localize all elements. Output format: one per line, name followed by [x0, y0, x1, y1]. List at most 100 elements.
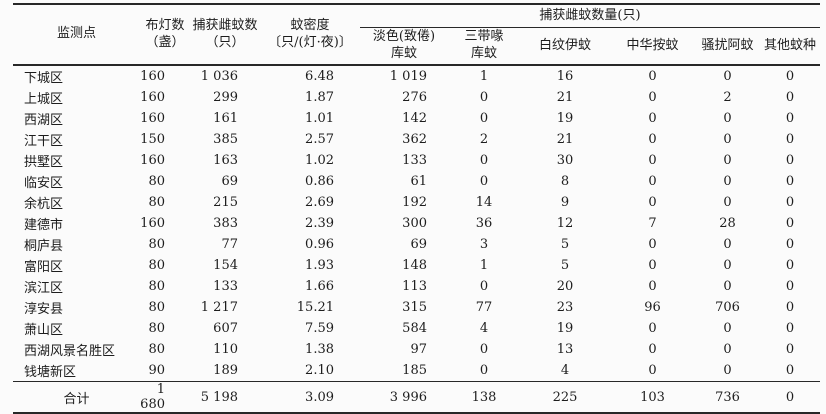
table-body: 下城区 160 1 036 6.48 1 019 1 16 0 0 0 上城区 160 299 1.87 2… [13, 65, 820, 382]
cell-anopheles-sinensis: 0 [648, 174, 657, 189]
cell-anopheles-sinensis: 0 [648, 237, 657, 252]
cell-armigeres-subalbatus: 0 [723, 195, 732, 210]
cell-lamp-count: 160 [140, 111, 165, 126]
table-header: 监测点 布灯数 （盏） 捕获雌蚊数 （只） 蚊密度 〔只/(灯·夜)〕 捕获雌蚊… [13, 4, 820, 66]
cell-monitoring-point: 钱塘新区 [24, 365, 77, 380]
sub-header-row: 淡色(致倦) 库蚊 三带喙 库蚊 白纹伊蚊 中华按蚊 骚扰阿蚊 其他蚊种 [13, 27, 820, 66]
column-header-culex-pipiens: 淡色(致倦) 库蚊 [360, 27, 448, 66]
cell-culex-tritaeniorhynchus: 1 [479, 69, 489, 84]
cell-mosquito-density: 0.96 [305, 237, 334, 252]
total-cell-lamp-count: 1 680 [140, 381, 190, 414]
cell-mosquito-density: 2.10 [305, 363, 334, 378]
total-cell-mosquito-density: 3.09 [260, 381, 360, 414]
cell-other-species: 0 [785, 216, 795, 231]
cell-lamp-count: 80 [148, 321, 165, 336]
cell-culex-pipiens: 192 [402, 195, 427, 210]
cell-culex-pipiens: 142 [402, 111, 427, 126]
cell-lamp-count: 150 [140, 132, 165, 147]
table-footer: 合计 1 680 5 198 3.09 3 996 138 225 103 736 0 [13, 381, 820, 414]
cell-monitoring-point: 拱墅区 [24, 155, 64, 170]
cell-culex-tritaeniorhynchus: 0 [479, 342, 489, 357]
total-cell-other-species: 0 [760, 381, 820, 414]
cell-aedes-albopictus: 5 [560, 258, 570, 273]
column-header-mosquito-density: 蚊密度 〔只/(灯·夜)〕 [260, 4, 360, 66]
cell-monitoring-point: 上城区 [24, 92, 64, 107]
column-header-armigeres-subalbatus: 骚扰阿蚊 [695, 27, 760, 66]
cell-anopheles-sinensis: 0 [648, 258, 657, 273]
cell-mosquito-density: 2.57 [305, 132, 334, 147]
cell-other-species: 0 [785, 174, 795, 189]
cell-culex-pipiens: 1 019 [389, 69, 427, 84]
group-header-row: 监测点 布灯数 （盏） 捕获雌蚊数 （只） 蚊密度 〔只/(灯·夜)〕 捕获雌蚊… [13, 4, 820, 66]
cell-lamp-count: 160 [140, 69, 165, 84]
cell-other-species: 0 [785, 321, 795, 336]
table-row: 淳安县 80 1 217 15.21 315 77 23 96 706 0 [13, 297, 820, 318]
cell-other-species: 0 [785, 237, 795, 252]
cell-armigeres-subalbatus: 0 [723, 111, 732, 126]
cell-other-species: 0 [785, 300, 795, 315]
cell-mosquito-density: 2.69 [305, 195, 334, 210]
cell-anopheles-sinensis: 0 [648, 279, 657, 294]
cell-aedes-albopictus: 16 [556, 69, 574, 84]
cell-other-species: 0 [785, 111, 795, 126]
cell-female-mosquitoes-caught: 385 [213, 132, 238, 147]
cell-anopheles-sinensis: 0 [648, 90, 657, 105]
cell-anopheles-sinensis: 0 [648, 111, 657, 126]
cell-other-species: 0 [785, 69, 795, 84]
cell-culex-tritaeniorhynchus: 77 [475, 300, 493, 315]
cell-mosquito-density: 2.39 [305, 216, 334, 231]
cell-monitoring-point: 滨江区 [24, 281, 64, 296]
table-row: 西湖区 160 161 1.01 142 0 19 0 0 0 [13, 108, 820, 129]
cell-armigeres-subalbatus: 0 [723, 237, 732, 252]
cell-culex-tritaeniorhynchus: 4 [479, 321, 489, 336]
total-cell-armigeres-subalbatus: 736 [695, 381, 760, 414]
cell-anopheles-sinensis: 7 [648, 216, 657, 231]
cell-aedes-albopictus: 13 [556, 342, 574, 357]
cell-culex-pipiens: 276 [402, 90, 427, 105]
column-header-aedes-albopictus: 白纹伊蚊 [520, 27, 610, 66]
column-header-monitoring-point: 监测点 [13, 4, 140, 66]
cell-culex-tritaeniorhynchus: 1 [479, 258, 489, 273]
cell-mosquito-density: 6.48 [305, 69, 334, 84]
cell-aedes-albopictus: 9 [560, 195, 570, 210]
cell-other-species: 0 [785, 342, 795, 357]
cell-female-mosquitoes-caught: 133 [213, 279, 238, 294]
cell-other-species: 0 [785, 363, 795, 378]
cell-culex-tritaeniorhynchus: 0 [479, 111, 489, 126]
cell-culex-pipiens: 61 [410, 174, 427, 189]
cell-aedes-albopictus: 21 [556, 132, 574, 147]
cell-mosquito-density: 1.01 [305, 111, 334, 126]
cell-mosquito-density: 0.86 [305, 174, 334, 189]
cell-armigeres-subalbatus: 0 [723, 153, 732, 168]
cell-aedes-albopictus: 23 [556, 300, 574, 315]
cell-lamp-count: 80 [148, 300, 165, 315]
cell-culex-pipiens: 97 [410, 342, 427, 357]
cell-monitoring-point: 萧山区 [24, 323, 64, 338]
cell-culex-tritaeniorhynchus: 2 [479, 132, 489, 147]
cell-female-mosquitoes-caught: 161 [213, 111, 238, 126]
table-row: 萧山区 80 607 7.59 584 4 19 0 0 0 [13, 318, 820, 339]
cell-monitoring-point: 余杭区 [24, 197, 64, 212]
cell-culex-pipiens: 148 [402, 258, 427, 273]
cell-female-mosquitoes-caught: 383 [213, 216, 238, 231]
cell-anopheles-sinensis: 96 [644, 300, 661, 315]
cell-anopheles-sinensis: 0 [648, 132, 657, 147]
cell-culex-pipiens: 185 [402, 363, 427, 378]
total-cell-anopheles-sinensis: 103 [610, 381, 695, 414]
cell-female-mosquitoes-caught: 215 [213, 195, 238, 210]
cell-culex-tritaeniorhynchus: 0 [479, 90, 489, 105]
cell-female-mosquitoes-caught: 110 [213, 342, 238, 357]
cell-other-species: 0 [785, 132, 795, 147]
cell-culex-tritaeniorhynchus: 0 [479, 174, 489, 189]
cell-culex-tritaeniorhynchus: 0 [479, 363, 489, 378]
cell-lamp-count: 160 [140, 153, 165, 168]
total-cell-aedes-albopictus: 225 [520, 381, 610, 414]
table-row: 下城区 160 1 036 6.48 1 019 1 16 0 0 0 [13, 65, 820, 87]
table-row: 临安区 80 69 0.86 61 0 8 0 0 0 [13, 171, 820, 192]
cell-monitoring-point: 西湖区 [24, 113, 64, 128]
table-row: 钱塘新区 90 189 2.10 185 0 4 0 0 0 [13, 360, 820, 382]
cell-anopheles-sinensis: 0 [648, 363, 657, 378]
cell-anopheles-sinensis: 0 [648, 153, 657, 168]
cell-armigeres-subalbatus: 0 [723, 258, 732, 273]
column-group-header-female-mosquito-counts: 捕获雌蚊数量(只) [360, 4, 820, 28]
